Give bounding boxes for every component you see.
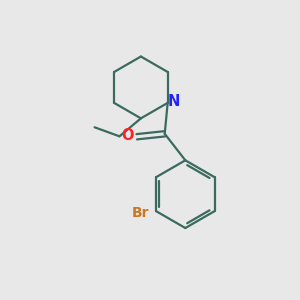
Text: N: N bbox=[168, 94, 180, 109]
Text: O: O bbox=[122, 128, 134, 143]
Text: Br: Br bbox=[132, 206, 149, 220]
